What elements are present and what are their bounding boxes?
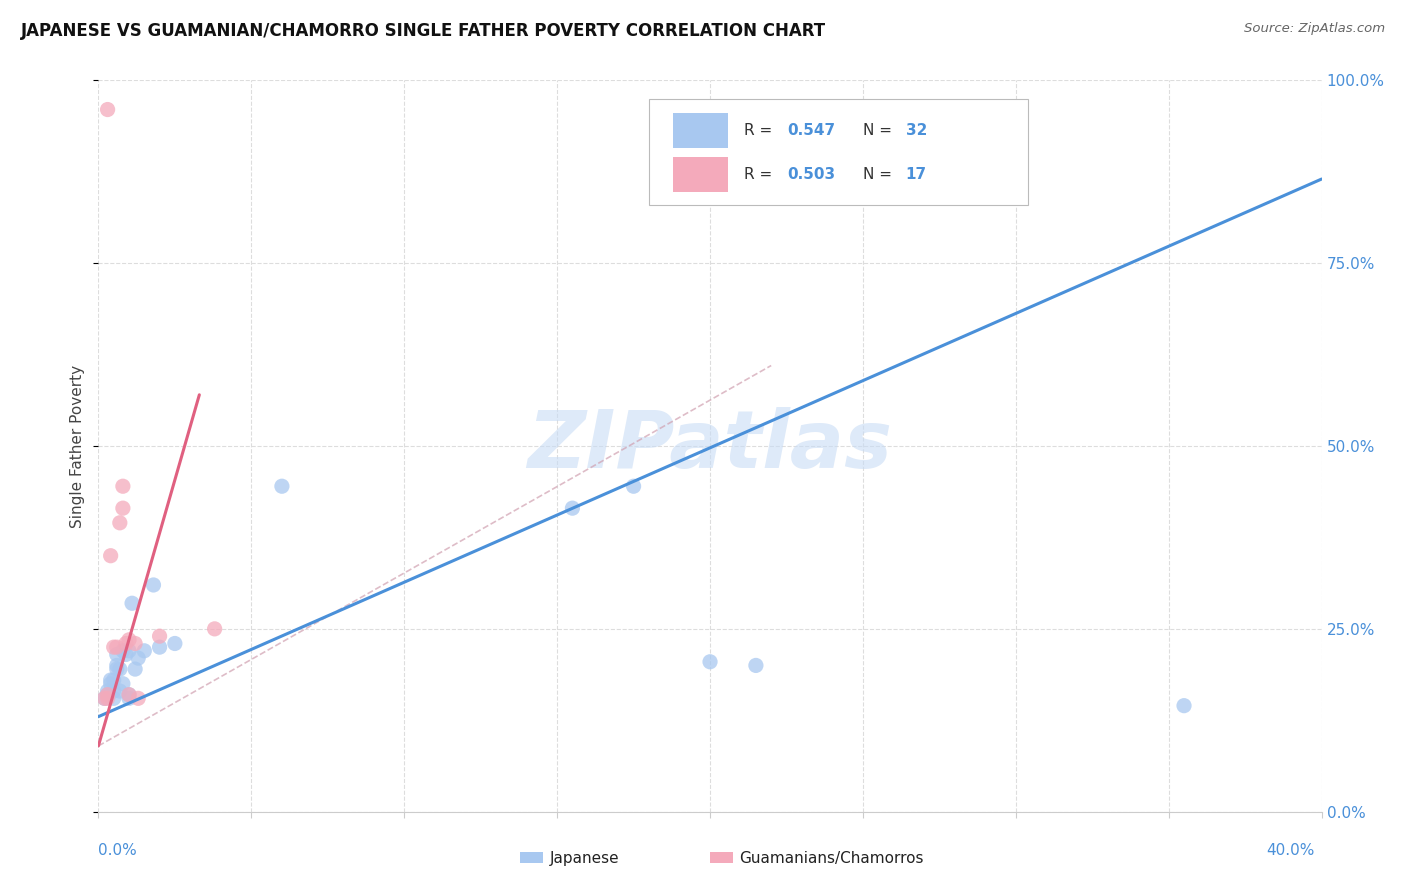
Point [118, 688, 141, 702]
Point [118, 644, 141, 658]
Text: N =: N = [863, 123, 897, 138]
Point [111, 676, 134, 690]
Point [97, 688, 120, 702]
Bar [673, 113, 728, 148]
Text: R =: R = [744, 167, 778, 182]
Text: R =: R = [744, 123, 778, 138]
Point [105, 640, 128, 655]
Text: 0.547: 0.547 [787, 123, 835, 138]
Point [111, 644, 134, 658]
Point [149, 640, 172, 655]
Point [103, 691, 125, 706]
Point [97, 684, 120, 698]
Text: N =: N = [863, 167, 897, 182]
Point [100, 676, 122, 690]
Point [108, 516, 131, 530]
Point [124, 662, 146, 676]
Point [561, 501, 583, 516]
Point [204, 622, 226, 636]
Point [105, 662, 128, 676]
Point [105, 658, 128, 673]
Point [108, 684, 131, 698]
Text: 0.503: 0.503 [787, 167, 835, 182]
Text: ZIPatlas: ZIPatlas [527, 407, 893, 485]
Point [105, 648, 128, 662]
Text: 0.0%: 0.0% [98, 843, 138, 858]
Point [134, 644, 156, 658]
Point [118, 691, 141, 706]
Point [103, 684, 125, 698]
Bar [673, 157, 728, 192]
Point [115, 648, 138, 662]
Point [97, 688, 120, 702]
Point [127, 651, 149, 665]
Text: JAPANESE VS GUAMANIAN/CHAMORRO SINGLE FATHER POVERTY CORRELATION CHART: JAPANESE VS GUAMANIAN/CHAMORRO SINGLE FA… [21, 22, 827, 40]
Text: Source: ZipAtlas.com: Source: ZipAtlas.com [1244, 22, 1385, 36]
Point [124, 636, 146, 650]
Point [745, 658, 768, 673]
Point [111, 501, 134, 516]
Point [111, 479, 134, 493]
Point [118, 632, 141, 647]
Point [103, 640, 125, 655]
Text: Japanese: Japanese [550, 852, 620, 866]
Point [100, 549, 122, 563]
Text: 17: 17 [905, 167, 927, 182]
Point [97, 691, 120, 706]
Point [100, 673, 122, 687]
Point [121, 596, 143, 610]
Point [163, 636, 186, 650]
Point [93, 691, 115, 706]
Point [93, 691, 115, 706]
Text: Guamanians/Chamorros: Guamanians/Chamorros [740, 852, 924, 866]
Point [1173, 698, 1195, 713]
Point [127, 691, 149, 706]
Point [108, 662, 131, 676]
Point [699, 655, 721, 669]
FancyBboxPatch shape [650, 99, 1028, 204]
Point [115, 636, 138, 650]
Point [149, 629, 172, 643]
Y-axis label: Single Father Poverty: Single Father Poverty [70, 365, 86, 527]
Text: 40.0%: 40.0% [1267, 843, 1315, 858]
Point [270, 479, 292, 493]
Point [623, 479, 645, 493]
Point [103, 673, 125, 687]
Point [97, 103, 120, 117]
Point [142, 578, 165, 592]
Text: 32: 32 [905, 123, 927, 138]
Point [118, 688, 141, 702]
